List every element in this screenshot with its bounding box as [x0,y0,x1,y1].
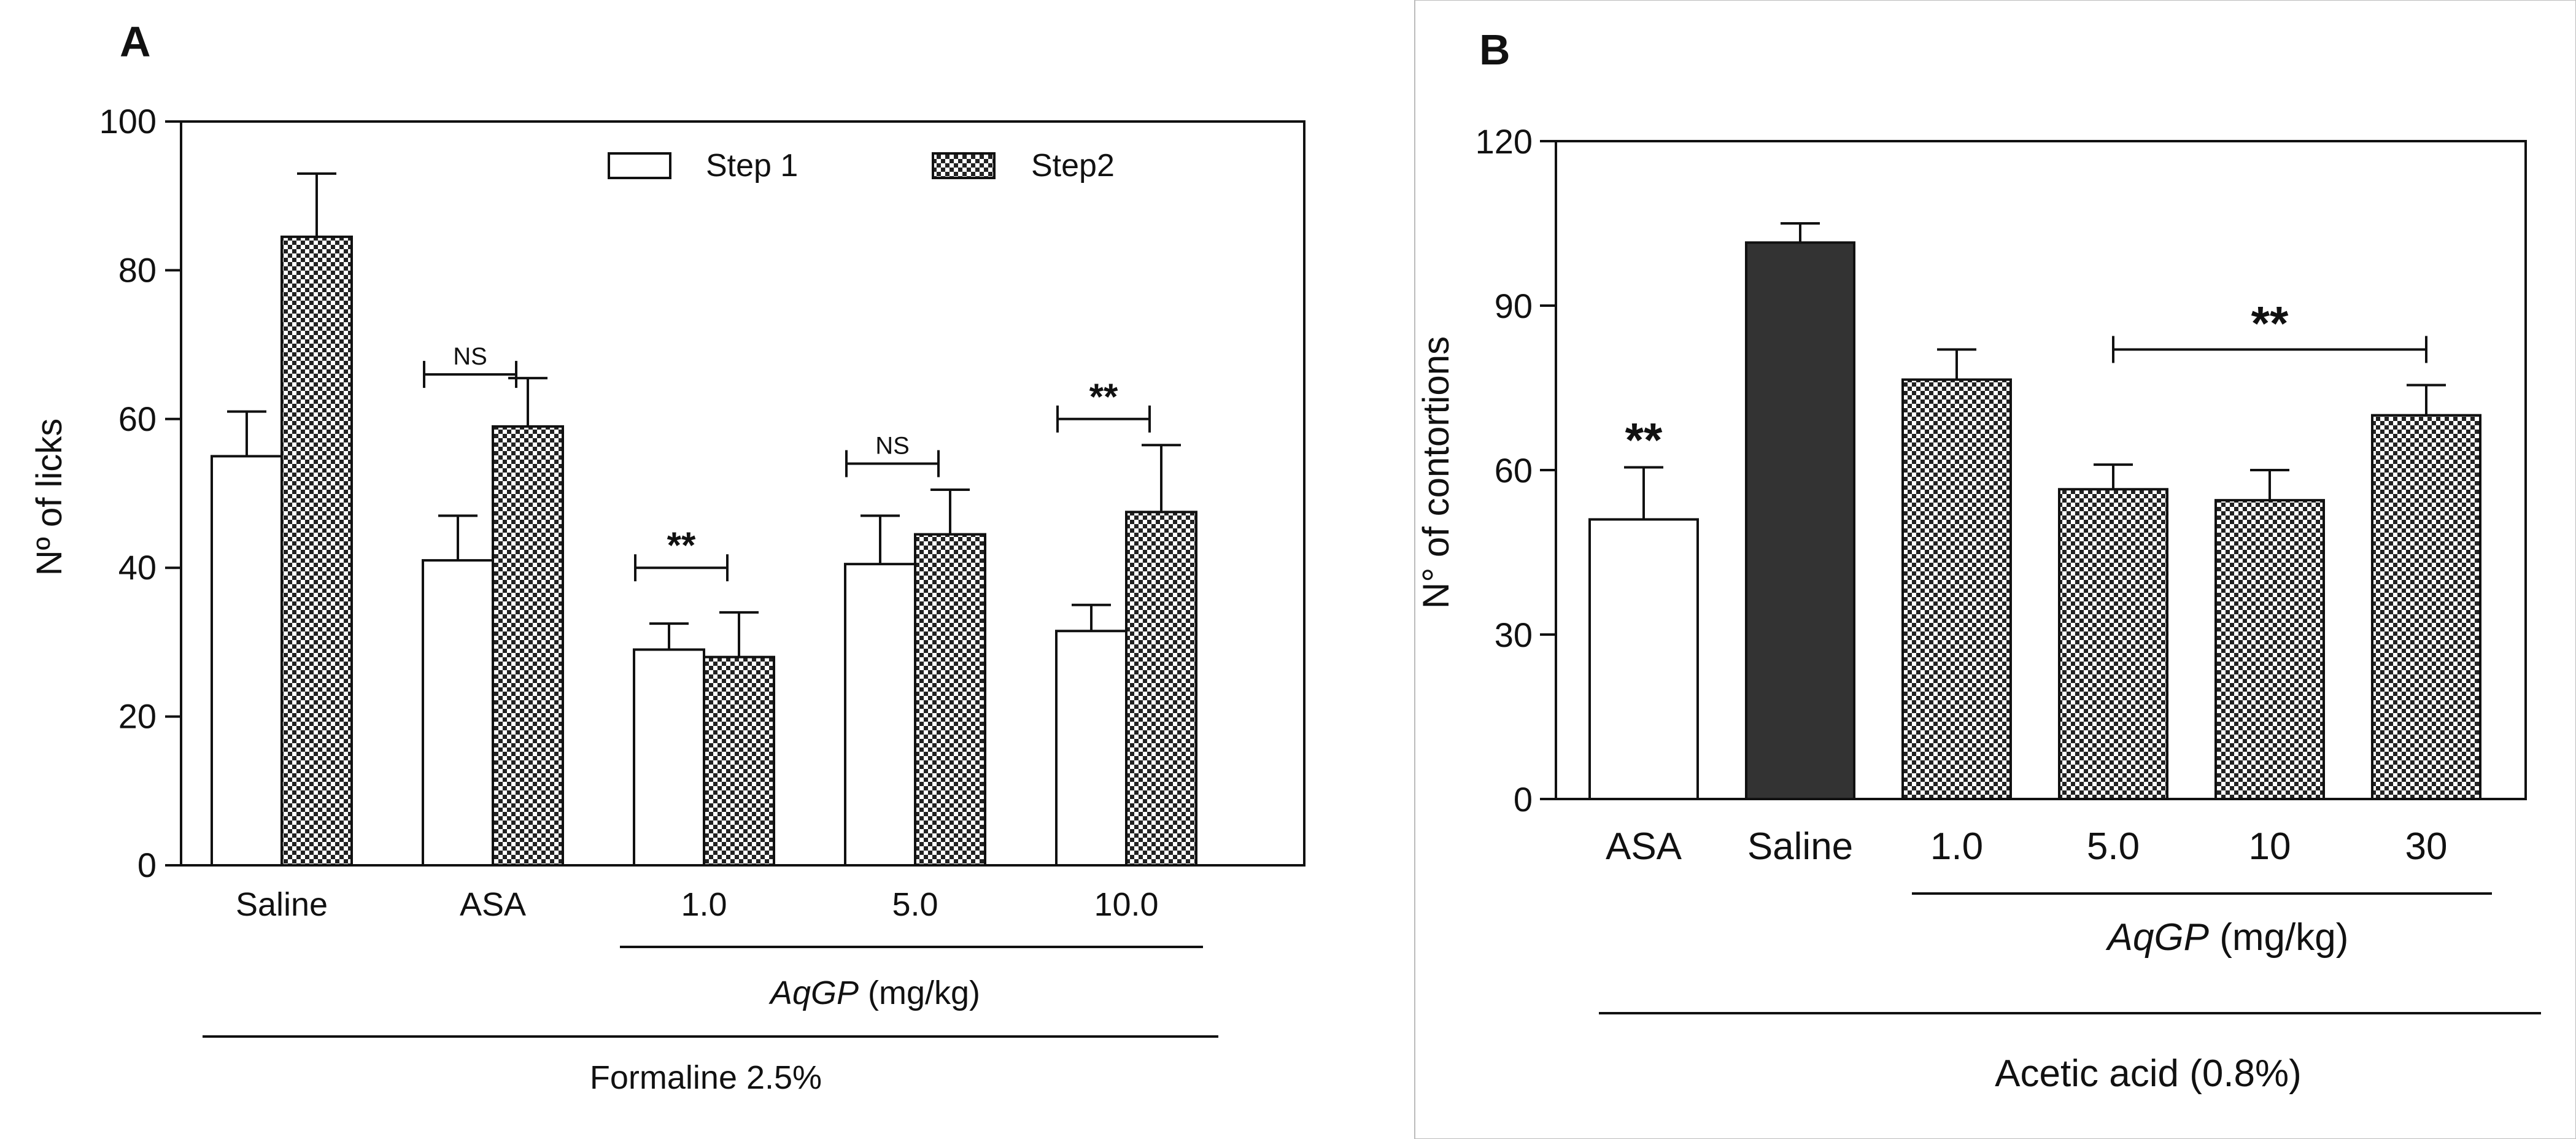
panel-a-bar-step1-1.0 [633,648,705,867]
panel-b-y-tick-label: 0 [1514,780,1533,819]
panel-a-bar-step2-ASA [492,425,564,867]
panel-b-bar-Saline [1745,241,1855,800]
panel-b-y-tick-label: 120 [1476,122,1533,161]
panel-b-error-bars [1624,222,2446,520]
panel-a-y-tick-label: 100 [99,102,157,141]
panel-a-significance-0-label: NS [453,343,487,370]
panel-b-category-labels: ASA Saline 1.0 5.0 10 30 [1606,825,2448,868]
panel-a-legend: Step 1 Step2 [608,148,1115,183]
panel-b-category-30: 30 [2405,825,2448,868]
panel-b-category-Saline: Saline [1747,825,1853,868]
panel-b-aqgp-italic: AqGP [2105,916,2209,959]
panel-a-bars [211,235,1197,867]
panel-b-significance-0: ** [1625,413,1663,467]
panel-a-significance-2-label: NS [875,433,910,460]
panel-b: B N° of contortions 0 30 60 90 120 ** ** ASA S… [1414,0,2576,1139]
panel-a-category-Saline: Saline [236,886,328,923]
panel-b-category-10: 10 [2249,825,2291,868]
panel-b-aqgp-unit: (mg/kg) [2209,916,2348,959]
panel-a-y-tick-label: 40 [118,548,157,587]
panel-b-significance-1-label: ** [2251,296,2289,350]
panel-b-y-ticks: 0 30 60 90 120 [1476,122,1556,819]
panel-a: A Nº of licks 0 20 40 60 80 100 NS ** NS ** Sali… [29,18,1305,1096]
panel-b-bar-10 [2214,499,2325,801]
panel-b-bar-ASA [1588,518,1699,801]
panel-a-y-ticks: 0 20 40 60 80 100 [99,102,181,884]
panel-a-significance-3-label: ** [1089,376,1118,417]
panel-a-aqgp-italic: AqGP [768,975,859,1011]
panel-a-bar-step2-Saline [280,235,353,867]
panel-a-condition-label: Formaline 2.5% [590,1059,822,1096]
panel-b-y-tick-label: 60 [1495,451,1533,490]
legend-step2-swatch [932,152,996,179]
legend-step2-label: Step2 [1031,148,1115,183]
panel-b-y-tick-label: 90 [1495,287,1533,325]
panel-a-bar-step1-5.0 [844,563,916,867]
panel-b-bars [1588,241,2481,801]
panel-a-y-tick-label: 0 [137,846,157,884]
panel-b-category-5.0: 5.0 [2087,825,2140,868]
panel-a-plot-frame [180,120,1305,867]
panel-b-bar-5.0 [2058,488,2168,800]
panel-a-bar-step1-ASA [422,559,494,867]
panel-b-condition-label: Acetic acid (0.8%) [1995,1052,2302,1095]
panel-a-label: A [120,18,151,66]
panel-a-bar-step1-Saline [211,455,283,867]
panel-a-annotations: NS ** NS ** [423,343,1151,582]
panel-a-bar-step1-10.0 [1055,630,1127,867]
panel-a-error-bars [227,172,1181,657]
panel-a-significance-1-label: ** [667,525,696,566]
panel-b-y-tick-label: 30 [1495,616,1533,654]
panel-a-bar-step2-10.0 [1125,511,1197,867]
panel-a-aqgp-unit: (mg/kg) [859,975,980,1011]
panel-b-bar-1.0 [1901,378,2012,800]
panel-a-y-tick-label: 60 [118,400,157,438]
panel-a-bar-step2-1.0 [703,655,775,867]
panel-a-bar-step2-5.0 [914,533,986,867]
panel-a-y-axis-title: Nº of licks [29,419,69,576]
panel-b-label: B [1479,26,1510,74]
panel-b-bar-30 [2371,414,2481,800]
panel-a-category-1.0: 1.0 [681,886,727,923]
panel-b-category-1.0: 1.0 [1930,825,1983,868]
panel-a-y-tick-label: 20 [118,697,157,736]
legend-step1-swatch [608,152,671,179]
panel-b-aqgp-label: AqGP (mg/kg) [2105,916,2349,959]
panel-a-category-10.0: 10.0 [1094,886,1158,923]
legend-step1-label: Step 1 [706,148,798,183]
panel-b-annotations: ** ** [1625,296,2427,467]
panel-b-y-axis-title: N° of contortions [1415,336,1456,609]
panel-a-aqgp-label: AqGP (mg/kg) [768,975,980,1011]
panel-a-category-5.0: 5.0 [892,886,938,923]
panel-a-y-tick-label: 80 [118,250,157,289]
panel-a-category-ASA: ASA [460,886,526,923]
panel-b-plot-frame [1555,140,2527,800]
panel-a-category-labels: Saline ASA 1.0 5.0 10.0 [236,886,1159,923]
panel-b-category-ASA: ASA [1606,825,1682,868]
